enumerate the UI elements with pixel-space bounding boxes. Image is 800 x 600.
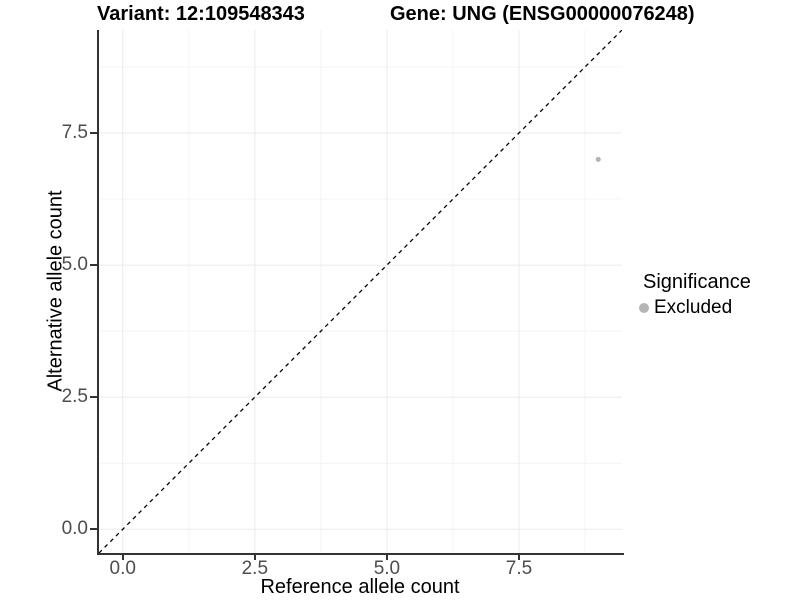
x-tick-label: 5.0 [373,558,401,579]
y-tick-label: 7.5 [61,122,88,143]
y-tick-mark [90,528,97,531]
plot-title-gene: Gene: UNG (ENSG00000076248) [390,3,695,25]
x-axis-line [97,553,624,555]
y-tick-label: 0.0 [61,518,88,540]
y-tick-label: 5.0 [61,254,88,276]
x-tick-mark [385,553,388,560]
plot-area-svg [99,30,622,553]
legend-item-label: Excluded [654,297,733,318]
plot-title-variant: Variant: 12:109548343 [97,3,305,25]
y-tick-mark [90,396,97,399]
plot-panel [99,30,622,553]
identity-reference-line [99,30,622,553]
legend-key-dot-icon [639,303,649,313]
y-tick-label: 2.5 [61,386,88,408]
x-tick-label: 2.5 [241,558,269,579]
x-tick-label: 0.0 [109,558,136,579]
legend: Significance Excluded [636,271,751,319]
legend-item-excluded: Excluded [636,297,751,319]
y-axis-title: Alternative allele count [44,190,67,392]
y-tick-mark [90,264,97,267]
x-tick-mark [517,553,520,560]
data-point [595,156,601,162]
x-axis-title: Reference allele count [260,576,460,598]
x-tick-mark [121,553,124,560]
x-tick-mark [253,553,256,560]
legend-title: Significance [643,271,751,293]
x-tick-label: 7.5 [505,558,533,579]
y-tick-mark [90,132,97,134]
y-axis-line [97,30,99,555]
